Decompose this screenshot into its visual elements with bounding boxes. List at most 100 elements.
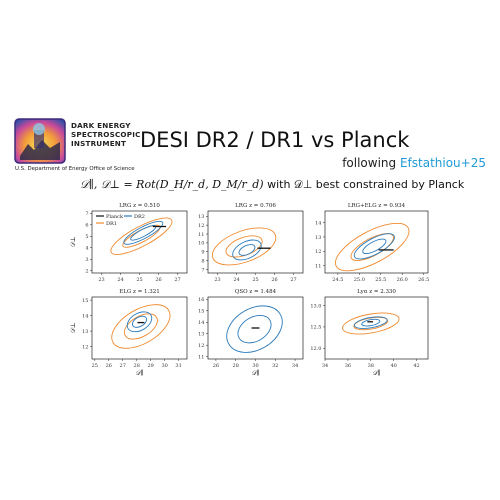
dr2-contour: [126, 311, 153, 333]
dr2-contour: [226, 305, 283, 353]
panel-title: LRG z = 0.706: [235, 203, 276, 209]
plot-area: [226, 305, 283, 353]
y-tick-label: 15: [82, 298, 88, 304]
dr1-contour: [122, 224, 161, 248]
panel-title: QSO z = 1.484: [235, 289, 277, 295]
x-tick-label: 28: [134, 363, 140, 369]
x-tick-label: 25: [136, 277, 142, 283]
y-tick-label: 12.5: [310, 325, 321, 331]
x-tick-label: 27: [174, 277, 180, 283]
x-tick-label: 31: [175, 363, 181, 369]
y-tick-label: 12: [315, 249, 321, 255]
x-tick-label: 30: [161, 363, 167, 369]
y-tick-label: 4: [85, 246, 88, 252]
legend-entry-dr2: DR2: [134, 214, 145, 220]
y-tick-label: 15: [198, 309, 204, 315]
desi-logo: [14, 118, 66, 164]
dr2-contour: [237, 314, 272, 344]
x-tick-label: 23: [98, 277, 104, 283]
y-tick-label: 14: [315, 220, 321, 226]
x-tick-label: 40: [390, 363, 396, 369]
legend: Planck DR2 DR1: [96, 214, 145, 227]
panel-title: LRG z = 0.510: [119, 203, 160, 209]
dr1-contour: [110, 217, 173, 255]
x-tick-label: 27: [120, 363, 126, 369]
x-axis-label: 𝒟∥: [372, 369, 380, 377]
y-axis-label: 𝒟⊥: [69, 322, 77, 333]
chart-panel-4: ELG z = 1.321 25 26 27 28 29 30 31 12 13 14 15 𝒟∥ 𝒟⊥: [69, 289, 188, 377]
x-tick-label: 32: [272, 363, 278, 369]
y-tick-label: 13: [315, 235, 321, 241]
x-tick-label: 24: [233, 277, 239, 283]
plot-frame: [324, 210, 429, 274]
x-tick-label: 38: [368, 363, 374, 369]
org-name-line-3: INSTRUMENT: [71, 139, 127, 148]
y-tick-label: 12.0: [310, 346, 321, 352]
chart-panel-5: QSO z = 1.484 26 28 30 32 34 11 12 13 14 15 16 𝒟∥: [198, 289, 304, 377]
y-tick-label: 16: [198, 297, 204, 303]
x-tick-label: 30: [252, 363, 258, 369]
y-tick-label: 12: [198, 223, 204, 229]
x-tick-label: 29: [147, 363, 153, 369]
y-tick-label: 13: [198, 332, 204, 338]
panel-title: Lyα z = 2.330: [357, 289, 396, 295]
x-tick-label: 26.0: [397, 277, 408, 283]
dr1-contour: [353, 316, 389, 331]
panel-title: LRG+ELG z = 0.934: [348, 203, 406, 209]
plot-area: [211, 227, 277, 266]
x-tick-label: 34: [322, 363, 328, 369]
chart-panel-6: Lyα z = 2.330 34 36 38 40 42 12.0 12.5 13.0 𝒟∥: [310, 289, 429, 377]
org-name-line-2: SPECTROSCOPIC: [71, 130, 141, 139]
y-axis-label: 𝒟⊥: [69, 236, 77, 247]
x-tick-label: 27: [290, 277, 296, 283]
chart-subtitle: 𝒟∥, 𝒟⊥ = Rot(D_H/r_d, D_M/r_d) with 𝒟⊥ b…: [80, 178, 464, 192]
x-tick-label: 26.5: [418, 277, 429, 283]
citation-link[interactable]: Efstathiou+25: [399, 156, 486, 170]
y-tick-label: 13.0: [310, 303, 321, 309]
dr1-contour: [350, 233, 394, 261]
page-title: DESI DR2 / DR1 vs Planck: [140, 128, 410, 152]
x-tick-label: 25.5: [375, 277, 386, 283]
x-tick-label: 26: [106, 363, 112, 369]
dr2-contour: [130, 225, 157, 241]
y-tick-label: 12: [82, 344, 88, 350]
citation-line: following Efstathiou+25: [342, 156, 486, 170]
dr2-contour: [361, 318, 381, 327]
dr2-contour: [362, 238, 387, 255]
y-tick-label: 7: [85, 211, 88, 217]
x-tick-label: 25.0: [354, 277, 365, 283]
y-tick-label: 7: [201, 267, 204, 273]
y-tick-label: 14: [82, 313, 88, 319]
legend-entry-planck: Planck: [106, 214, 124, 220]
panel-title: ELG z = 1.321: [119, 289, 160, 295]
y-tick-label: 11: [198, 355, 204, 361]
x-tick-label: 23: [214, 277, 220, 283]
dr2-contour: [238, 244, 256, 256]
dr1-contour: [225, 235, 263, 258]
x-tick-label: 34: [292, 363, 298, 369]
legend-entry-dr1: DR1: [106, 221, 117, 227]
x-tick-label: 36: [345, 363, 351, 369]
citation-prefix: following: [342, 156, 400, 170]
x-tick-label: 25: [252, 277, 258, 283]
plot-area: [110, 217, 173, 255]
chart-panel-2: LRG z = 0.706 23 24 25 26 27 7 8 9 10 11 12 13: [198, 203, 304, 283]
dr2-contour: [353, 316, 388, 329]
plot-frame: [91, 296, 188, 360]
y-tick-label: 2: [85, 269, 88, 275]
subtitle-text: with 𝒟⊥ best constrained by Planck: [263, 178, 465, 191]
org-subtitle: U.S. Department of Energy Office of Scie…: [15, 166, 135, 172]
x-tick-label: 28: [233, 363, 239, 369]
x-tick-label: 25: [92, 363, 98, 369]
y-tick-label: 13: [82, 329, 88, 335]
y-tick-label: 13: [198, 214, 204, 220]
plot-area: [111, 304, 171, 349]
dr2-contour: [132, 315, 147, 328]
x-tick-label: 24.5: [332, 277, 343, 283]
plot-frame: [324, 296, 429, 360]
x-axis-label: 𝒟∥: [251, 369, 259, 377]
x-tick-label: 26: [155, 277, 161, 283]
dr1-contour: [342, 312, 400, 335]
y-tick-label: 10: [198, 241, 204, 247]
